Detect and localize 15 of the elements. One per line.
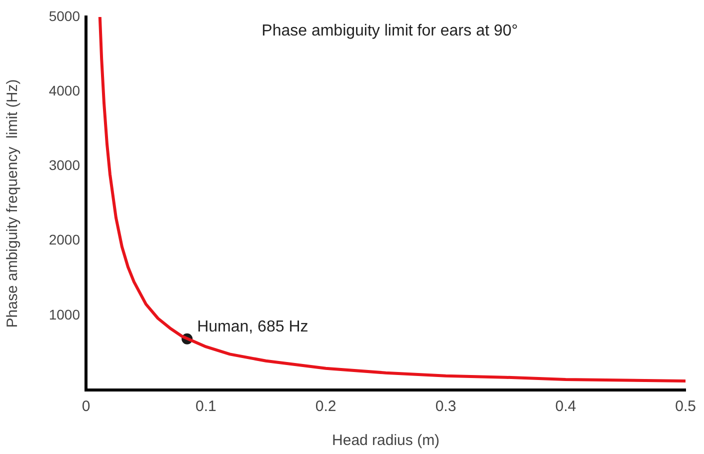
y-tick-label: 5000 (48, 8, 80, 24)
y-tick-label: 2000 (48, 232, 80, 248)
x-axis-title: Head radius (m) (332, 432, 440, 450)
y-tick-label: 3000 (48, 157, 80, 174)
chart-title: Phase ambiguity limit for ears at 90° (262, 22, 518, 40)
y-axis-title: Phase ambiguity frequency limit (Hz) (4, 79, 22, 328)
x-tick-label: 0.5 (675, 398, 696, 416)
x-tick-label: 0.2 (315, 398, 336, 416)
x-tick-label: 0.1 (195, 398, 216, 416)
y-tick-label: 4000 (48, 82, 80, 98)
x-tick-label: 0.4 (555, 398, 576, 416)
x-tick-label: 0 (82, 398, 90, 416)
annotation: Human, 685 Hz (197, 318, 308, 336)
x-tick-label: 0.3 (435, 398, 456, 416)
y-tick-label: 1000 (48, 306, 80, 322)
